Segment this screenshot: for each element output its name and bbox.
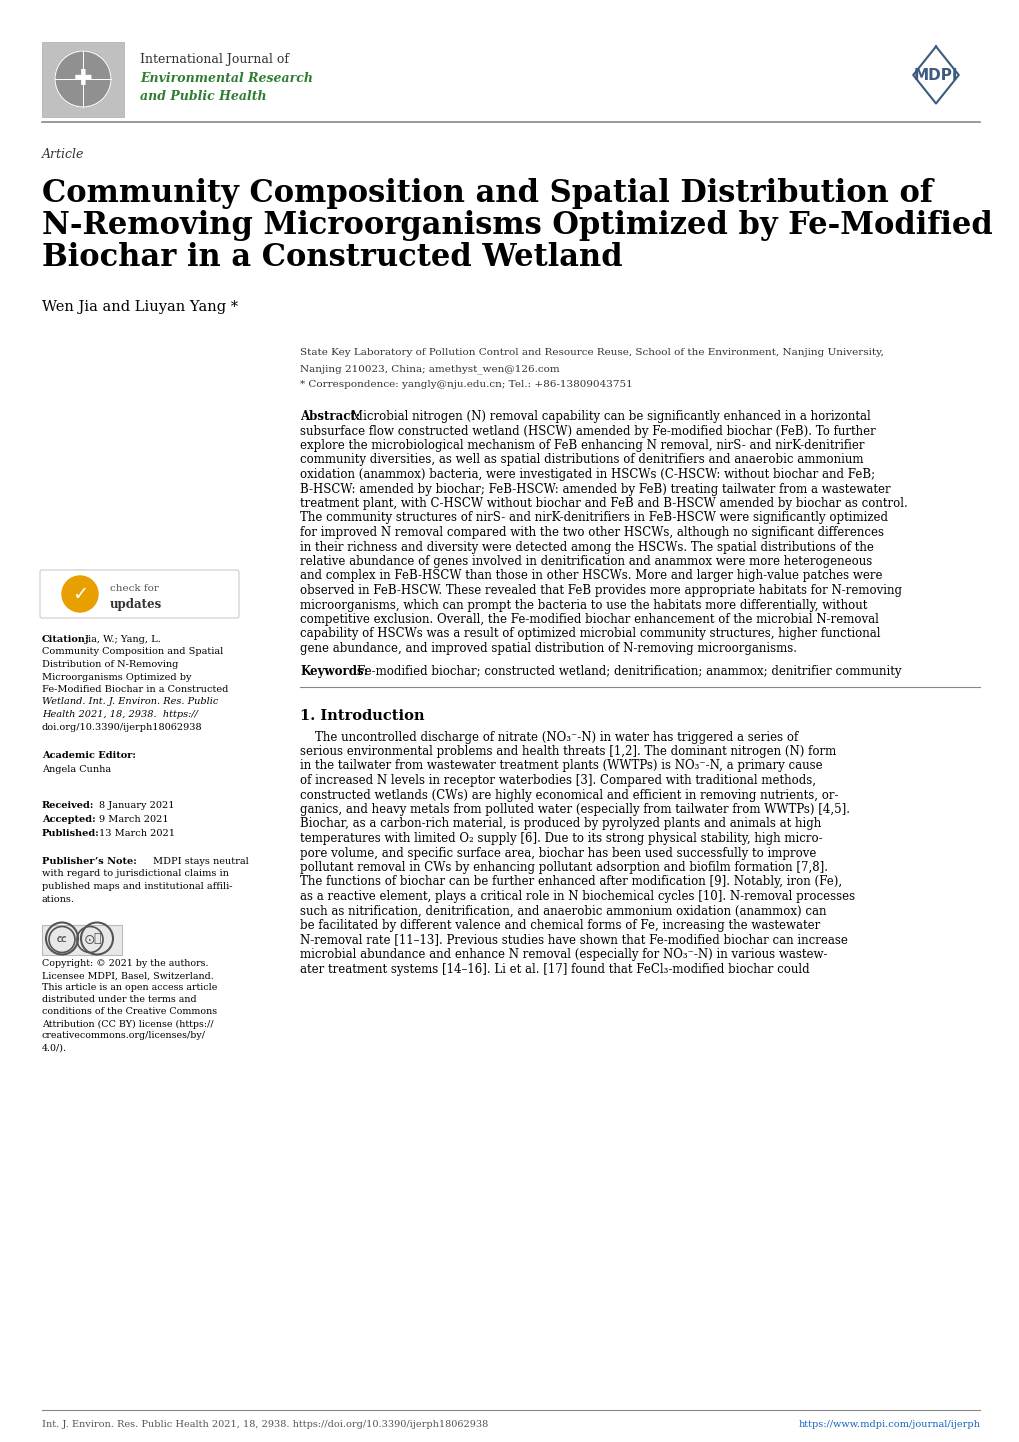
Text: serious environmental problems and health threats [1,2]. The dominant nitrogen (: serious environmental problems and healt… bbox=[300, 746, 836, 758]
Text: Environmental Research: Environmental Research bbox=[140, 72, 313, 85]
Text: Copyright: © 2021 by the authors.: Copyright: © 2021 by the authors. bbox=[42, 959, 208, 969]
Text: ations.: ations. bbox=[42, 894, 75, 904]
Text: ⊙: ⊙ bbox=[85, 933, 96, 946]
Text: and Public Health: and Public Health bbox=[140, 89, 266, 102]
FancyBboxPatch shape bbox=[42, 42, 124, 117]
Text: Int. J. Environ. Res. Public Health 2021, 18, 2938. https://doi.org/10.3390/ijer: Int. J. Environ. Res. Public Health 2021… bbox=[42, 1420, 488, 1429]
Text: State Key Laboratory of Pollution Control and Resource Reuse, School of the Envi: State Key Laboratory of Pollution Contro… bbox=[300, 348, 883, 358]
Text: International Journal of: International Journal of bbox=[140, 53, 288, 66]
Text: Publisher’s Note:: Publisher’s Note: bbox=[42, 857, 137, 867]
Text: capability of HSCWs was a result of optimized microbial community structures, hi: capability of HSCWs was a result of opti… bbox=[300, 627, 879, 640]
Text: of increased N levels in receptor waterbodies [3]. Compared with traditional met: of increased N levels in receptor waterb… bbox=[300, 774, 815, 787]
Text: such as nitrification, denitrification, and anaerobic ammonium oxidation (anammo: such as nitrification, denitrification, … bbox=[300, 904, 825, 917]
Text: cc: cc bbox=[57, 934, 67, 945]
Text: 4.0/).: 4.0/). bbox=[42, 1044, 67, 1053]
Text: competitive exclusion. Overall, the Fe-modified biochar enhancement of the micro: competitive exclusion. Overall, the Fe-m… bbox=[300, 613, 878, 626]
Text: * Correspondence: yangly@nju.edu.cn; Tel.: +86-13809043751: * Correspondence: yangly@nju.edu.cn; Tel… bbox=[300, 381, 632, 389]
Text: The community structures of nirS- and nirK-denitrifiers in FeB-HSCW were signifi: The community structures of nirS- and ni… bbox=[300, 512, 888, 525]
Text: as a reactive element, plays a critical role in N biochemical cycles [10]. N-rem: as a reactive element, plays a critical … bbox=[300, 890, 854, 903]
Text: Biochar in a Constructed Wetland: Biochar in a Constructed Wetland bbox=[42, 242, 622, 273]
Text: Abstract:: Abstract: bbox=[300, 410, 360, 423]
Text: ✚: ✚ bbox=[73, 69, 93, 89]
Text: Wetland. Int. J. Environ. Res. Public: Wetland. Int. J. Environ. Res. Public bbox=[42, 698, 218, 707]
Text: Biochar, as a carbon-rich material, is produced by pyrolyzed plants and animals : Biochar, as a carbon-rich material, is p… bbox=[300, 818, 820, 831]
Text: community diversities, as well as spatial distributions of denitrifiers and anae: community diversities, as well as spatia… bbox=[300, 453, 863, 467]
Text: oxidation (anammox) bacteria, were investigated in HSCWs (C-HSCW: without biocha: oxidation (anammox) bacteria, were inves… bbox=[300, 469, 874, 482]
Text: Angela Cunha: Angela Cunha bbox=[42, 766, 111, 774]
Circle shape bbox=[62, 575, 98, 611]
Text: Nanjing 210023, China; amethyst_wen@126.com: Nanjing 210023, China; amethyst_wen@126.… bbox=[300, 363, 559, 373]
Text: N-removal rate [11–13]. Previous studies have shown that Fe-modified biochar can: N-removal rate [11–13]. Previous studies… bbox=[300, 933, 847, 946]
Text: microorganisms, which can prompt the bacteria to use the habitats more different: microorganisms, which can prompt the bac… bbox=[300, 598, 866, 611]
Text: The functions of biochar can be further enhanced after modification [9]. Notably: The functions of biochar can be further … bbox=[300, 875, 842, 888]
Text: Citation:: Citation: bbox=[42, 634, 90, 645]
Text: creativecommons.org/licenses/by/: creativecommons.org/licenses/by/ bbox=[42, 1031, 206, 1041]
Text: Community Composition and Spatial: Community Composition and Spatial bbox=[42, 647, 223, 656]
Text: Fe-Modified Biochar in a Constructed: Fe-Modified Biochar in a Constructed bbox=[42, 685, 228, 694]
Text: pollutant removal in CWs by enhancing pollutant adsorption and biofilm formation: pollutant removal in CWs by enhancing po… bbox=[300, 861, 827, 874]
Text: published maps and institutional affili-: published maps and institutional affili- bbox=[42, 883, 232, 891]
Text: gene abundance, and improved spatial distribution of N-removing microorganisms.: gene abundance, and improved spatial dis… bbox=[300, 642, 796, 655]
Text: Academic Editor:: Academic Editor: bbox=[42, 751, 136, 760]
Text: Licensee MDPI, Basel, Switzerland.: Licensee MDPI, Basel, Switzerland. bbox=[42, 972, 214, 981]
Text: N-Removing Microorganisms Optimized by Fe-Modified: N-Removing Microorganisms Optimized by F… bbox=[42, 211, 991, 241]
Text: Accepted:: Accepted: bbox=[42, 815, 96, 823]
Text: https://www.mdpi.com/journal/ijerph: https://www.mdpi.com/journal/ijerph bbox=[797, 1420, 979, 1429]
Text: This article is an open access article: This article is an open access article bbox=[42, 983, 217, 992]
Text: for improved N removal compared with the two other HSCWs, although no significan: for improved N removal compared with the… bbox=[300, 526, 883, 539]
Text: 8 January 2021: 8 January 2021 bbox=[99, 800, 174, 810]
Text: updates: updates bbox=[110, 598, 162, 611]
Text: 9 March 2021: 9 March 2021 bbox=[99, 815, 168, 823]
Text: temperatures with limited O₂ supply [6]. Due to its strong physical stability, h: temperatures with limited O₂ supply [6].… bbox=[300, 832, 821, 845]
Text: Microorganisms Optimized by: Microorganisms Optimized by bbox=[42, 672, 192, 682]
Text: with regard to jurisdictional claims in: with regard to jurisdictional claims in bbox=[42, 870, 228, 878]
Text: conditions of the Creative Commons: conditions of the Creative Commons bbox=[42, 1008, 217, 1017]
Text: Article: Article bbox=[42, 149, 85, 162]
Text: Keywords:: Keywords: bbox=[300, 665, 368, 678]
Text: explore the microbiological mechanism of FeB enhancing N removal, nirS- and nirK: explore the microbiological mechanism of… bbox=[300, 438, 864, 451]
Text: Received:: Received: bbox=[42, 800, 95, 810]
Text: pore volume, and specific surface area, biochar has been used successfully to im: pore volume, and specific surface area, … bbox=[300, 846, 815, 859]
Text: Published:: Published: bbox=[42, 829, 100, 838]
Text: Fe-modified biochar; constructed wetland; denitrification; anammox; denitrifier : Fe-modified biochar; constructed wetland… bbox=[357, 665, 901, 678]
Text: Jia, W.; Yang, L.: Jia, W.; Yang, L. bbox=[85, 634, 162, 645]
Circle shape bbox=[55, 50, 111, 107]
Text: ater treatment systems [14–16]. Li et al. [17] found that FeCl₃-modified biochar: ater treatment systems [14–16]. Li et al… bbox=[300, 962, 809, 975]
Text: 👤: 👤 bbox=[93, 932, 101, 945]
Text: treatment plant, with C-HSCW without biochar and FeB and B-HSCW amended by bioch: treatment plant, with C-HSCW without bio… bbox=[300, 497, 907, 510]
Text: Health 2021, 18, 2938.  https://: Health 2021, 18, 2938. https:// bbox=[42, 709, 198, 720]
FancyBboxPatch shape bbox=[42, 924, 122, 955]
Text: ganics, and heavy metals from polluted water (especially from tailwater from WWT: ganics, and heavy metals from polluted w… bbox=[300, 803, 849, 816]
Text: in the tailwater from wastewater treatment plants (WWTPs) is NO₃⁻-N, a primary c: in the tailwater from wastewater treatme… bbox=[300, 760, 821, 773]
Text: be facilitated by different valence and chemical forms of Fe, increasing the was: be facilitated by different valence and … bbox=[300, 919, 819, 932]
Text: The uncontrolled discharge of nitrate (NO₃⁻-N) in water has triggered a series o: The uncontrolled discharge of nitrate (N… bbox=[300, 731, 798, 744]
Text: 1. Introduction: 1. Introduction bbox=[300, 708, 424, 722]
Text: microbial abundance and enhance N removal (especially for NO₃⁻-N) in various was: microbial abundance and enhance N remova… bbox=[300, 947, 826, 960]
Text: constructed wetlands (CWs) are highly economical and efficient in removing nutri: constructed wetlands (CWs) are highly ec… bbox=[300, 789, 838, 802]
Text: B-HSCW: amended by biochar; FeB-HSCW: amended by FeB) treating tailwater from a : B-HSCW: amended by biochar; FeB-HSCW: am… bbox=[300, 483, 890, 496]
Text: subsurface flow constructed wetland (HSCW) amended by Fe-modified biochar (FeB).: subsurface flow constructed wetland (HSC… bbox=[300, 424, 875, 437]
Text: 13 March 2021: 13 March 2021 bbox=[99, 829, 175, 838]
Text: distributed under the terms and: distributed under the terms and bbox=[42, 995, 197, 1005]
Text: Distribution of N-Removing: Distribution of N-Removing bbox=[42, 660, 178, 669]
Text: Microbial nitrogen (N) removal capability can be significantly enhanced in a hor: Microbial nitrogen (N) removal capabilit… bbox=[351, 410, 870, 423]
Text: MDPI stays neutral: MDPI stays neutral bbox=[153, 857, 249, 867]
Text: check for: check for bbox=[110, 584, 159, 593]
Text: ✓: ✓ bbox=[71, 584, 88, 604]
Text: relative abundance of genes involved in denitrification and anammox were more he: relative abundance of genes involved in … bbox=[300, 555, 871, 568]
Text: and complex in FeB-HSCW than those in other HSCWs. More and larger high-value pa: and complex in FeB-HSCW than those in ot… bbox=[300, 570, 881, 583]
Text: cc: cc bbox=[57, 933, 67, 943]
Text: Attribution (CC BY) license (https://: Attribution (CC BY) license (https:// bbox=[42, 1019, 213, 1028]
Text: Wen Jia and Liuyan Yang *: Wen Jia and Liuyan Yang * bbox=[42, 300, 237, 314]
Text: doi.org/10.3390/ijerph18062938: doi.org/10.3390/ijerph18062938 bbox=[42, 722, 203, 731]
Text: in their richness and diversity were detected among the HSCWs. The spatial distr: in their richness and diversity were det… bbox=[300, 541, 873, 554]
Text: Community Composition and Spatial Distribution of: Community Composition and Spatial Distri… bbox=[42, 177, 932, 209]
Text: MDPI: MDPI bbox=[913, 68, 957, 82]
FancyBboxPatch shape bbox=[40, 570, 238, 619]
Text: observed in FeB-HSCW. These revealed that FeB provides more appropriate habitats: observed in FeB-HSCW. These revealed tha… bbox=[300, 584, 901, 597]
